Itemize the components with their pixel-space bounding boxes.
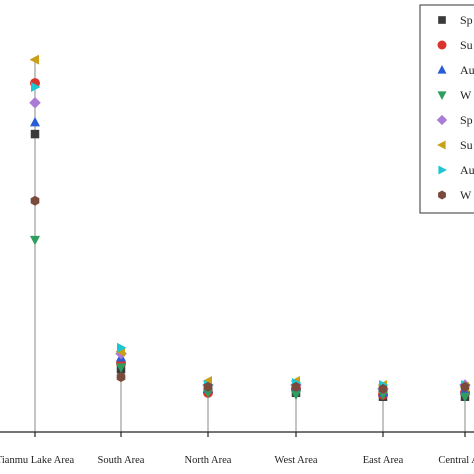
legend-label: W — [460, 188, 472, 202]
data-point — [203, 381, 213, 392]
data-point — [30, 195, 40, 206]
legend-marker — [436, 114, 448, 126]
data-point — [203, 388, 213, 399]
legend-marker — [438, 190, 446, 200]
legend-label: Su — [460, 138, 473, 152]
legend-label: Au — [460, 63, 474, 77]
legend-label: Su — [460, 38, 473, 52]
data-point — [378, 390, 388, 401]
data-points — [29, 54, 471, 403]
data-point — [291, 390, 301, 401]
data-point — [460, 392, 470, 403]
legend-marker — [438, 16, 446, 24]
data-point — [29, 96, 41, 109]
data-point — [116, 363, 126, 373]
data-point — [116, 372, 126, 383]
data-point — [117, 342, 127, 353]
x-tick-label: East Area — [363, 455, 404, 466]
legend-box — [419, 4, 474, 214]
data-point — [30, 129, 40, 139]
x-axis: Tianmu Lake Area South Area North Area West… — [0, 431, 474, 466]
data-point — [31, 82, 41, 93]
x-tick-label: North Area — [185, 455, 232, 466]
data-point — [460, 381, 470, 392]
legend-label: W — [460, 88, 472, 102]
data-point — [378, 383, 388, 394]
x-tick-label: Tianmu Lake Area — [0, 455, 75, 466]
data-point — [29, 54, 39, 65]
x-tick-label: South Area — [98, 455, 145, 466]
data-point — [30, 235, 40, 246]
x-tick-label: West Area — [274, 455, 318, 466]
legend-label: Sp — [460, 13, 473, 27]
legend-marker — [437, 40, 447, 50]
legend-label: Au — [460, 163, 474, 177]
legend-marker — [437, 91, 447, 100]
legend: Sp Su Au W Sp Su Au W — [419, 4, 474, 214]
legend-marker — [437, 65, 447, 74]
legend-marker — [438, 165, 447, 175]
x-tick-label: Central Area — [438, 455, 474, 466]
data-point — [291, 381, 301, 392]
stem-lines — [34, 59, 466, 432]
legend-marker — [437, 140, 446, 150]
legend-label: Sp — [460, 113, 473, 127]
data-point — [30, 116, 40, 127]
